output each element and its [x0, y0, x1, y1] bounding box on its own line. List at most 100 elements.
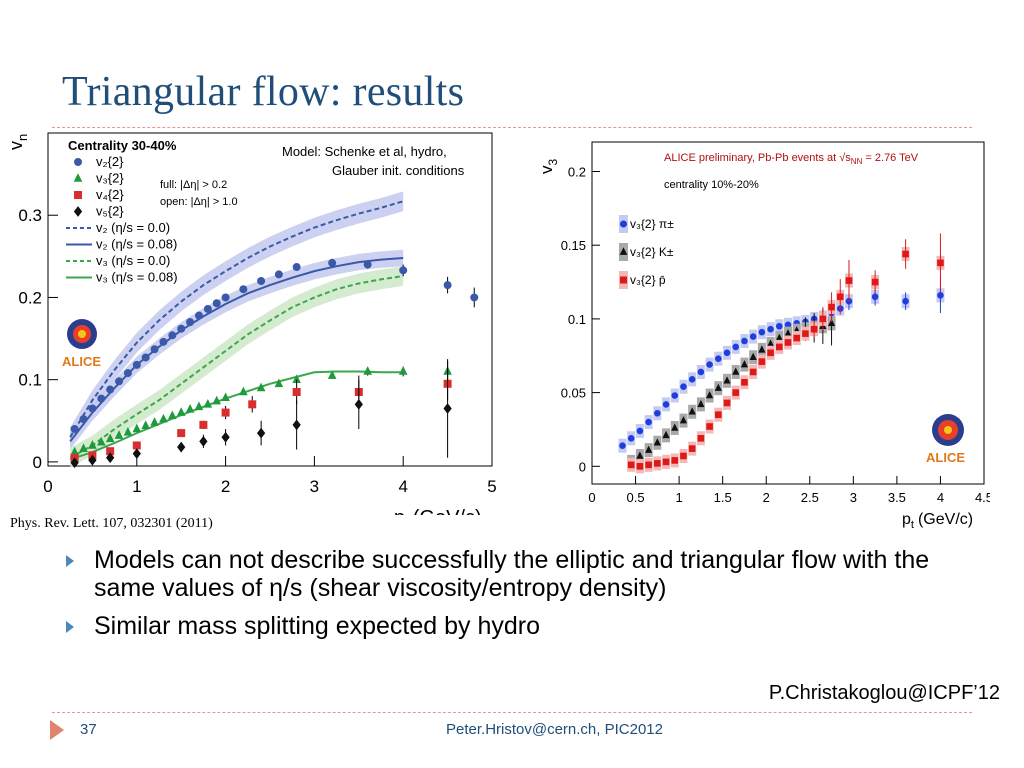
chart1-point: [70, 425, 79, 433]
chart1-point: [199, 435, 208, 447]
chart2-point: [784, 339, 792, 346]
chart2-point: [871, 293, 879, 301]
chart1-point: [123, 426, 133, 436]
chart1-point: [150, 417, 159, 426]
chart2-point: [845, 277, 853, 284]
bullet-text: Similar mass splitting expected by hydro: [94, 612, 541, 640]
chart2-x-tick-label: 1: [675, 490, 682, 505]
footer-text: Peter.Hristov@cern.ch, PIC2012: [446, 721, 663, 738]
chart1-model-bands: [70, 191, 404, 468]
chart2-point: [636, 451, 644, 459]
chart2-point: [871, 278, 879, 286]
chart2-point: [828, 303, 835, 311]
chart1-y-tick-label: 0.3: [18, 206, 42, 225]
chart2-point: [697, 399, 705, 408]
chart1-point: [132, 441, 141, 450]
chart2-point: [680, 383, 687, 391]
chart1-model-curve: [69, 275, 404, 459]
chart2-x-tick-label: 2.5: [801, 490, 819, 505]
chart1-model-note-line1: Model: Schenke et al, hydro,: [282, 144, 447, 159]
chart2-point: [627, 435, 635, 442]
chart1-point: [123, 369, 132, 378]
chart2-x-tick-label: 3: [850, 490, 857, 505]
chart2-point: [645, 418, 652, 426]
chart2-point: [740, 360, 749, 368]
chart1-point: [221, 293, 230, 302]
chart1-point: [177, 441, 186, 453]
chart2-x-tick-label: 4: [937, 490, 944, 505]
chart2-point: [671, 457, 679, 464]
chart2-y-tick-label: 0.05: [561, 386, 586, 401]
chart2-point: [654, 460, 661, 467]
chart2-legend-label: v₃{2} K±: [630, 245, 674, 259]
chart1-model-note-line2: Glauber init. conditions: [332, 163, 465, 178]
chart1-legend-label: v₃ (η/s = 0.0): [96, 253, 170, 268]
chart1-data-points: [70, 258, 479, 469]
chart1-legend-marker: [73, 206, 83, 217]
chart1-point: [257, 277, 266, 285]
chart2-point: [758, 358, 766, 365]
bullet-list: Models can not describe successfully the…: [62, 546, 992, 650]
chart2-point: [645, 445, 653, 453]
chart1-point: [186, 318, 195, 327]
chart1-point: [114, 430, 124, 439]
chart2-point: [645, 461, 652, 469]
chart2-point: [679, 416, 688, 424]
chart2-legend-marker: [620, 276, 627, 284]
chart2-point: [793, 334, 801, 342]
chart1-point: [79, 415, 88, 424]
chart2-point: [662, 458, 670, 466]
chart2-legend-marker: [620, 220, 627, 228]
chart2-point: [715, 355, 722, 362]
chart1-point: [239, 285, 248, 294]
chart1-model-band: [70, 266, 404, 468]
chart2-point: [819, 315, 827, 323]
chart2-point: [802, 330, 809, 337]
chart2-legend-label: v₃{2} p̄: [630, 273, 666, 287]
chart1-point: [141, 353, 150, 362]
chart1-point: [132, 423, 142, 433]
chart2-x-tick-label: 1.5: [714, 490, 732, 505]
chart2-point: [836, 293, 844, 301]
chart1-xlabel: pt(GeV/c): [394, 507, 482, 515]
chart1-point: [248, 400, 257, 409]
chart2-x-tick-label: 0.5: [627, 490, 645, 505]
chart1-cut-note-open: open: |Δη| > 1.0: [160, 196, 238, 208]
chart2-legend-label: v₃{2} π±: [630, 217, 674, 231]
chart2-x-tick-label: 0: [588, 490, 595, 505]
chart2-point: [697, 368, 705, 376]
chart1-point: [176, 407, 186, 416]
chart2-y-tick-label: 0.15: [561, 238, 586, 253]
chart1-point: [399, 266, 408, 275]
chart2-point: [775, 322, 783, 330]
chart1-point: [185, 403, 195, 413]
chart1-legend-label: v₂ (η/s = 0.08): [96, 237, 177, 252]
chart2-point: [937, 259, 944, 267]
chart1-point: [168, 410, 177, 420]
chart1-cut-note-full: full: |Δη| > 0.2: [160, 179, 227, 191]
chart1-point: [70, 457, 79, 469]
chart1-frame: [47, 132, 493, 467]
chart1-point: [363, 260, 372, 269]
chart1-point: [470, 293, 479, 302]
chart2-point: [697, 435, 705, 442]
chart1-title: Centrality 30-40%: [68, 138, 177, 153]
chart2-xlabel: pt (GeV/c): [902, 511, 973, 530]
bullet-arrow-icon: [66, 621, 74, 633]
chart1-model-curve: [69, 370, 404, 461]
chart1-legend-marker: [73, 173, 83, 182]
chart2-point: [671, 392, 679, 399]
chart1-point: [292, 263, 301, 272]
chart2-point: [749, 333, 757, 340]
chart1-legend-label: v₅{2}: [96, 204, 124, 219]
chart2-point: [688, 445, 696, 452]
chart2-point: [775, 343, 783, 351]
chart2-point: [705, 391, 714, 399]
chart2-point: [732, 367, 740, 375]
chart1-x-tick-label: 3: [310, 477, 319, 496]
chart1-model-curve: [69, 200, 404, 438]
chart2-point: [688, 407, 696, 415]
chart2-point: [902, 250, 909, 258]
chart1-point: [106, 452, 115, 464]
chart2-x-tick-label: 4.5: [975, 490, 990, 505]
